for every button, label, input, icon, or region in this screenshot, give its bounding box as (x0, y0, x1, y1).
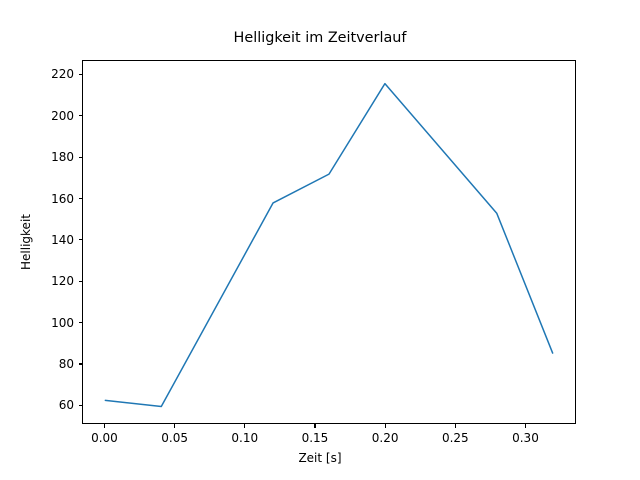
y-tick-label: 60 (58, 398, 74, 413)
y-tick-mark (78, 156, 82, 158)
x-tick-label: 0.30 (512, 431, 539, 445)
y-tick-label: 180 (51, 150, 74, 165)
x-tick-mark (384, 424, 386, 428)
y-tick-label: 140 (51, 232, 74, 247)
x-tick-label: 0.00 (91, 431, 118, 445)
y-tick-mark (78, 322, 82, 324)
y-tick-mark (78, 239, 82, 241)
x-tick-label: 0.25 (441, 431, 469, 445)
y-axis-label: Helligkeit (19, 214, 33, 270)
data-line-plot (104, 82, 554, 408)
y-tick-mark (78, 280, 82, 282)
x-tick-label: 0.15 (301, 431, 329, 445)
y-tick-label: 160 (51, 191, 74, 206)
x-tick-mark (454, 424, 456, 428)
x-tick-mark (524, 424, 527, 428)
x-tick-mark (174, 424, 176, 428)
x-axis-label: Zeit [s] (298, 451, 342, 465)
y-tick-label: 220 (51, 67, 74, 82)
plot-axes (82, 60, 576, 424)
x-tick-label: 0.10 (231, 431, 259, 445)
y-tick-label: 120 (51, 274, 74, 289)
x-tick-mark (103, 424, 105, 428)
y-tick-mark (78, 73, 82, 76)
y-tick-label: 200 (51, 108, 74, 123)
chart-title: Helligkeit im Zeitverlauf (233, 30, 407, 46)
y-tick-mark (78, 198, 82, 200)
y-tick-mark (78, 115, 82, 117)
x-tick-label: 0.20 (371, 431, 399, 445)
y-tick-label: 80 (58, 357, 74, 372)
y-tick-label: 100 (51, 315, 74, 330)
x-tick-mark (314, 424, 316, 428)
series-line-helligkeit (104, 82, 554, 408)
y-tick-mark (78, 363, 82, 365)
x-tick-mark (244, 424, 246, 428)
x-tick-label: 0.05 (161, 431, 188, 445)
y-tick-mark (78, 404, 82, 406)
